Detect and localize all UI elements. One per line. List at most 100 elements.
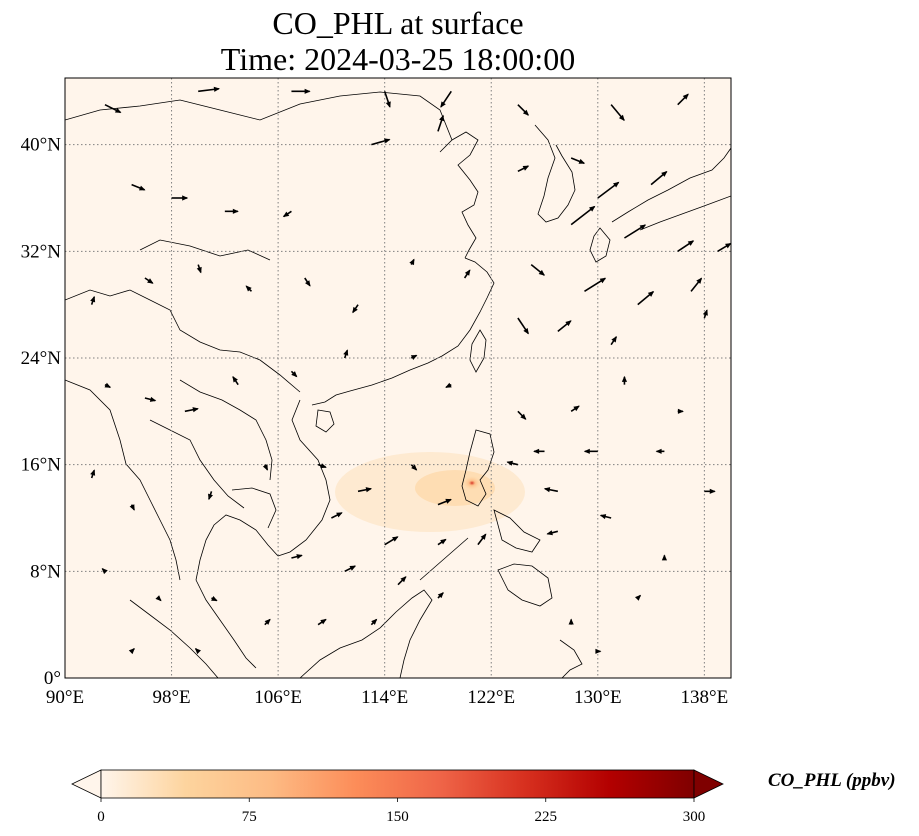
lon-tick-label: 114°E: [361, 687, 408, 708]
wind-arrow-head: [196, 266, 202, 274]
wind-arrow: [543, 487, 558, 493]
wind-arrow: [637, 291, 655, 306]
wind-arrow-head: [655, 448, 662, 454]
wind-arrow-head: [194, 648, 201, 655]
wind-arrow: [677, 93, 689, 106]
wind-vectors: [90, 86, 731, 655]
wind-arrow: [208, 491, 213, 501]
wind-arrow: [104, 103, 122, 114]
wind-arrow-head: [573, 405, 580, 412]
wind-arrow: [290, 370, 298, 378]
wind-arrow-head: [409, 258, 415, 266]
wind-arrow: [610, 104, 625, 122]
wind-arrow: [621, 375, 628, 385]
wind-arrow-head: [565, 320, 572, 327]
map-background: [65, 78, 731, 678]
wind-arrow: [128, 648, 135, 655]
wind-arrow: [144, 396, 157, 402]
wind-arrow: [352, 304, 359, 314]
colorbar-label: CO_PHL (ppbv): [768, 770, 896, 791]
wind-arrow-head: [661, 554, 667, 561]
wind-arrow-head: [90, 469, 96, 476]
map-title: CO_PHL at surface: [272, 5, 524, 41]
wind-arrow: [440, 90, 452, 108]
lon-tick-label: 138°E: [681, 687, 729, 708]
wind-arrow: [445, 382, 452, 388]
coast-taiwan: [469, 329, 487, 373]
wind-arrow-head: [583, 448, 590, 454]
lon-tick-label: 122°E: [467, 687, 515, 708]
coast-mindanao: [497, 563, 553, 607]
wind-arrow: [677, 240, 695, 252]
wind-arrow-head: [138, 185, 146, 191]
wind-arrow: [409, 258, 415, 266]
wind-arrow: [317, 618, 327, 626]
wind-arrow: [331, 512, 343, 519]
wind-arrow: [196, 264, 202, 274]
wind-arrow-head: [192, 407, 199, 413]
wind-arrow-head: [568, 618, 574, 625]
wind-arrow: [437, 114, 445, 132]
border-china-north: [65, 91, 453, 141]
wind-arrow: [655, 448, 665, 454]
wind-arrow-head: [445, 498, 452, 504]
wind-arrow-head: [305, 280, 311, 287]
wind-arrow: [568, 618, 574, 625]
wind-arrow: [262, 464, 269, 471]
wind-arrow: [570, 157, 586, 164]
colorbar-tick-label: 300: [683, 809, 706, 825]
wind-arrow-head: [90, 295, 96, 303]
wind-arrow-head: [128, 648, 135, 655]
coast-sumatra: [129, 599, 219, 678]
coast-gulf-thailand: [195, 514, 279, 581]
wind-arrow: [690, 277, 703, 292]
wind-arrow-head: [437, 592, 444, 599]
wind-arrow-head: [599, 514, 607, 520]
wind-arrow: [344, 565, 357, 573]
colorbar-tick-label: 225: [535, 809, 558, 825]
wind-arrow: [517, 104, 529, 116]
wind-arrow: [702, 309, 708, 319]
wind-arrow-head: [533, 448, 540, 454]
lat-tick-label: 8°N: [30, 561, 61, 582]
wind-arrow: [101, 568, 108, 575]
wind-arrow: [184, 407, 199, 413]
colorbar-extend-min: [71, 769, 102, 799]
wind-arrow: [371, 138, 391, 146]
wind-arrow: [194, 648, 201, 655]
wind-arrow-head: [440, 538, 447, 545]
wind-arrow-head: [384, 138, 391, 144]
border-thailand: [149, 419, 245, 509]
wind-arrow: [570, 205, 596, 226]
wind-arrow-head: [155, 595, 162, 602]
lat-tick-labels: 0° 8°N 16°N 24°N 32°N 40°N: [21, 135, 62, 689]
wind-arrow: [410, 354, 418, 360]
wind-arrow: [383, 91, 391, 108]
wind-arrow-head: [371, 618, 378, 625]
wind-arrow: [144, 277, 154, 284]
wind-arrow: [717, 242, 731, 253]
lat-tick-label: 40°N: [21, 135, 62, 156]
wind-arrow: [90, 295, 96, 305]
wind-arrow-head: [365, 487, 373, 493]
coast-japan-honshu: [611, 147, 731, 231]
wind-arrow: [437, 498, 452, 506]
wind-arrow: [232, 376, 239, 386]
wind-arrow: [610, 336, 617, 346]
wind-arrow-head: [599, 277, 607, 284]
wind-arrow-head: [304, 88, 311, 94]
map-frame: [64, 77, 732, 679]
wind-arrow: [304, 277, 311, 287]
wind-arrow-head: [291, 371, 298, 378]
wind-arrow-head: [595, 648, 602, 654]
wind-arrow-head: [661, 171, 668, 177]
coast-visayas: [493, 509, 541, 553]
wind-arrow-head: [611, 336, 617, 343]
wind-arrow-head: [480, 533, 487, 540]
coast-borneo: [299, 589, 433, 678]
wind-arrow: [634, 594, 642, 601]
wind-arrow-head: [682, 93, 689, 100]
colorbar-tick-label: 150: [386, 809, 409, 825]
wind-arrow-head: [578, 158, 586, 164]
